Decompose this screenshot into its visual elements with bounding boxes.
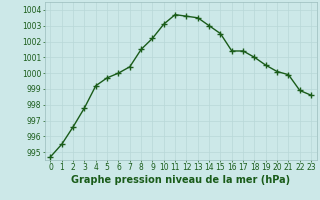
X-axis label: Graphe pression niveau de la mer (hPa): Graphe pression niveau de la mer (hPa) xyxy=(71,175,290,185)
